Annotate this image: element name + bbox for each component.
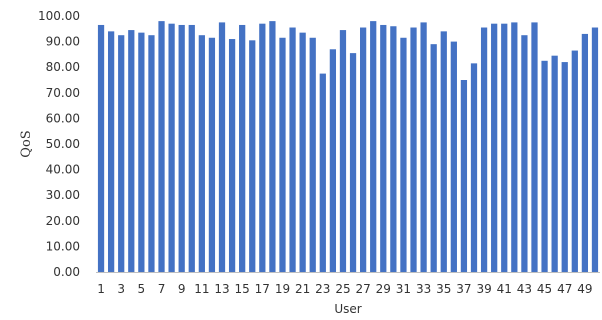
x-tick-label: 25 (335, 282, 350, 296)
bar-user-2 (108, 31, 115, 272)
bar-user-22 (309, 37, 316, 273)
bar-user-24 (329, 49, 337, 272)
x-tick-label: 29 (376, 282, 391, 296)
x-tick-label: 35 (436, 282, 451, 296)
bar-user-10 (188, 24, 195, 273)
bar-user-32 (410, 27, 417, 272)
bar-user-33 (420, 22, 427, 273)
bar-user-14 (228, 39, 236, 272)
bar-user-18 (269, 21, 276, 273)
y-tick-label: 30.00 (46, 188, 80, 202)
y-tick-label: 100.00 (38, 9, 80, 23)
bar-user-26 (349, 53, 357, 273)
x-tick-label: 49 (577, 282, 592, 296)
bar-user-45 (541, 60, 548, 272)
x-tick-label: 7 (158, 282, 166, 296)
bar-user-31 (400, 37, 407, 273)
bar-user-27 (360, 27, 367, 272)
x-tick-label: 39 (476, 282, 491, 296)
bar-user-41 (501, 23, 508, 273)
x-tick-label: 41 (497, 282, 512, 296)
bar-series (97, 21, 599, 273)
x-tick-label: 31 (396, 282, 411, 296)
x-tick-label: 13 (214, 282, 229, 296)
bar-user-17 (259, 23, 266, 273)
bar-user-37 (460, 80, 468, 272)
bar-user-40 (491, 23, 498, 273)
bar-user-48 (571, 50, 578, 273)
x-tick-label: 9 (178, 282, 186, 296)
y-axis-title: QoS (19, 130, 34, 157)
bar-user-28 (370, 21, 377, 273)
bar-user-38 (470, 63, 478, 272)
bar-user-49 (581, 33, 589, 272)
x-tick-label: 47 (557, 282, 572, 296)
bar-user-7 (158, 21, 165, 273)
bar-user-44 (531, 22, 538, 273)
bar-user-50 (591, 27, 599, 272)
x-tick-label: 45 (537, 282, 552, 296)
bar-user-1 (97, 24, 105, 273)
bar-user-43 (521, 35, 528, 273)
x-tick-label: 15 (235, 282, 250, 296)
bar-user-20 (289, 27, 296, 272)
x-tick-label: 23 (315, 282, 330, 296)
y-tick-label: 20.00 (46, 214, 80, 228)
bar-user-39 (480, 27, 488, 272)
bar-user-8 (168, 23, 175, 273)
bar-user-4 (128, 30, 135, 272)
bar-user-21 (299, 32, 306, 272)
bar-user-47 (561, 62, 568, 272)
x-tick-label: 21 (295, 282, 310, 296)
y-tick-label: 0.00 (53, 265, 80, 279)
y-tick-label: 40.00 (46, 163, 80, 177)
bar-user-23 (319, 73, 326, 272)
y-axis-tick-labels: 0.00 10.00 20.00 30.00 40.00 50.00 60.00 70.00 8… (38, 9, 80, 279)
y-tick-label: 50.00 (46, 137, 80, 151)
bar-user-19 (279, 37, 286, 273)
x-tick-label: 19 (275, 282, 290, 296)
bar-user-12 (208, 37, 216, 273)
y-tick-label: 80.00 (46, 60, 80, 74)
x-tick-label: 11 (194, 282, 209, 296)
x-tick-label: 37 (456, 282, 471, 296)
bar-user-5 (138, 32, 145, 272)
x-tick-label: 43 (517, 282, 532, 296)
bar-user-15 (239, 24, 246, 273)
bar-user-42 (511, 22, 518, 273)
y-tick-label: 10.00 (46, 239, 80, 253)
x-tick-label: 3 (117, 282, 125, 296)
bar-user-25 (339, 30, 347, 272)
bar-user-16 (249, 40, 256, 272)
x-tick-label: 17 (255, 282, 270, 296)
x-axis-title: User (334, 302, 361, 316)
y-tick-label: 60.00 (46, 111, 80, 125)
bar-user-35 (440, 31, 447, 272)
x-tick-label: 33 (416, 282, 431, 296)
bar-user-13 (218, 22, 226, 273)
bar-user-34 (430, 44, 437, 272)
x-tick-label: 5 (138, 282, 146, 296)
bar-user-36 (450, 41, 457, 272)
y-tick-label: 70.00 (46, 86, 80, 100)
bar-user-9 (178, 24, 185, 273)
bar-user-6 (148, 35, 155, 273)
x-axis-tick-labels: 1 3 5 7 9 11 13 15 17 19 21 23 25 27 29 31 33 35 37 39 41 43 4… (97, 282, 592, 296)
x-tick-label: 27 (355, 282, 370, 296)
x-tick-label: 1 (97, 282, 105, 296)
bar-user-30 (390, 26, 397, 272)
bar-user-11 (198, 35, 205, 273)
bar-user-3 (118, 35, 125, 273)
y-tick-label: 90.00 (46, 35, 80, 49)
bar-user-46 (551, 55, 558, 273)
bar-user-29 (380, 24, 387, 273)
